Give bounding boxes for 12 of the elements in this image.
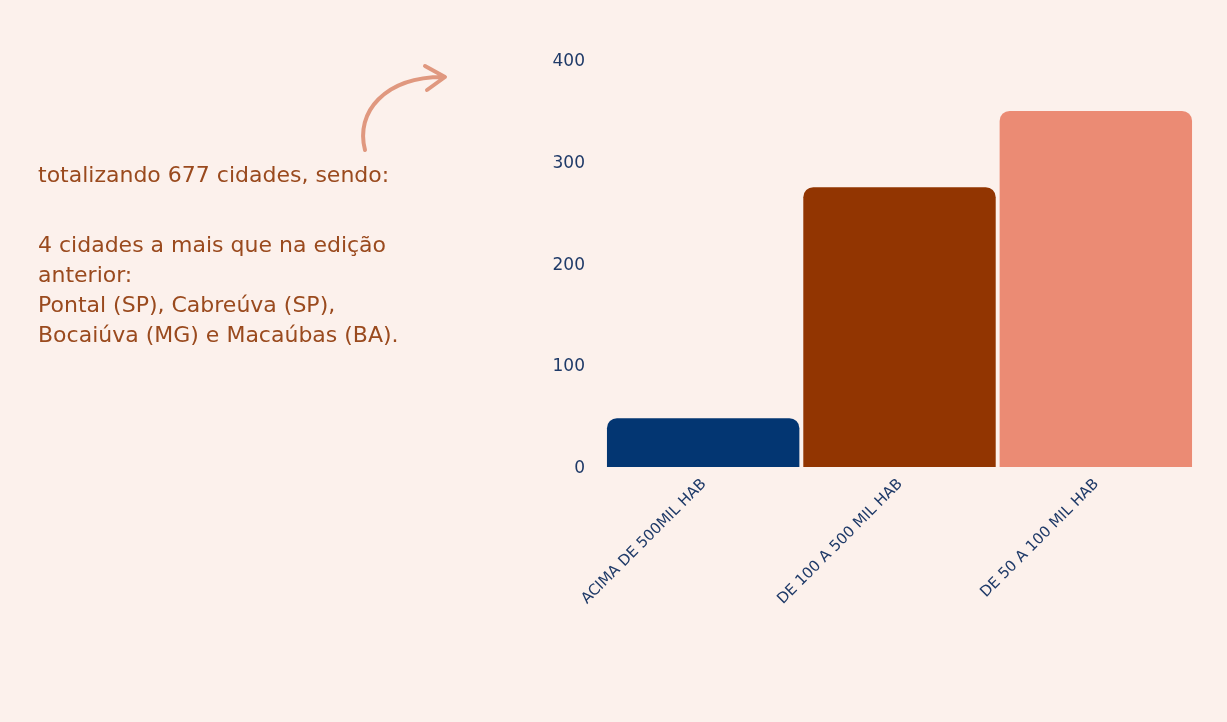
bar	[803, 187, 996, 467]
y-tick-label: 400	[552, 50, 585, 70]
text: totalizando 677 cidades, sendo:	[38, 161, 391, 189]
y-tick-label: 0	[574, 457, 585, 477]
y-tick-label: 300	[552, 151, 585, 172]
y-tick-label: 100	[552, 355, 585, 376]
text: 4 cidades a mais que na edição anterior:	[38, 231, 388, 289]
bar	[999, 110, 1193, 467]
bar	[606, 418, 800, 467]
text: Pontal (SP), Cabreúva (SP),	[38, 291, 337, 319]
text: Bocaiúva (MG) e Macaúbas (BA).	[38, 321, 400, 349]
y-tick-label: 200	[552, 253, 585, 274]
